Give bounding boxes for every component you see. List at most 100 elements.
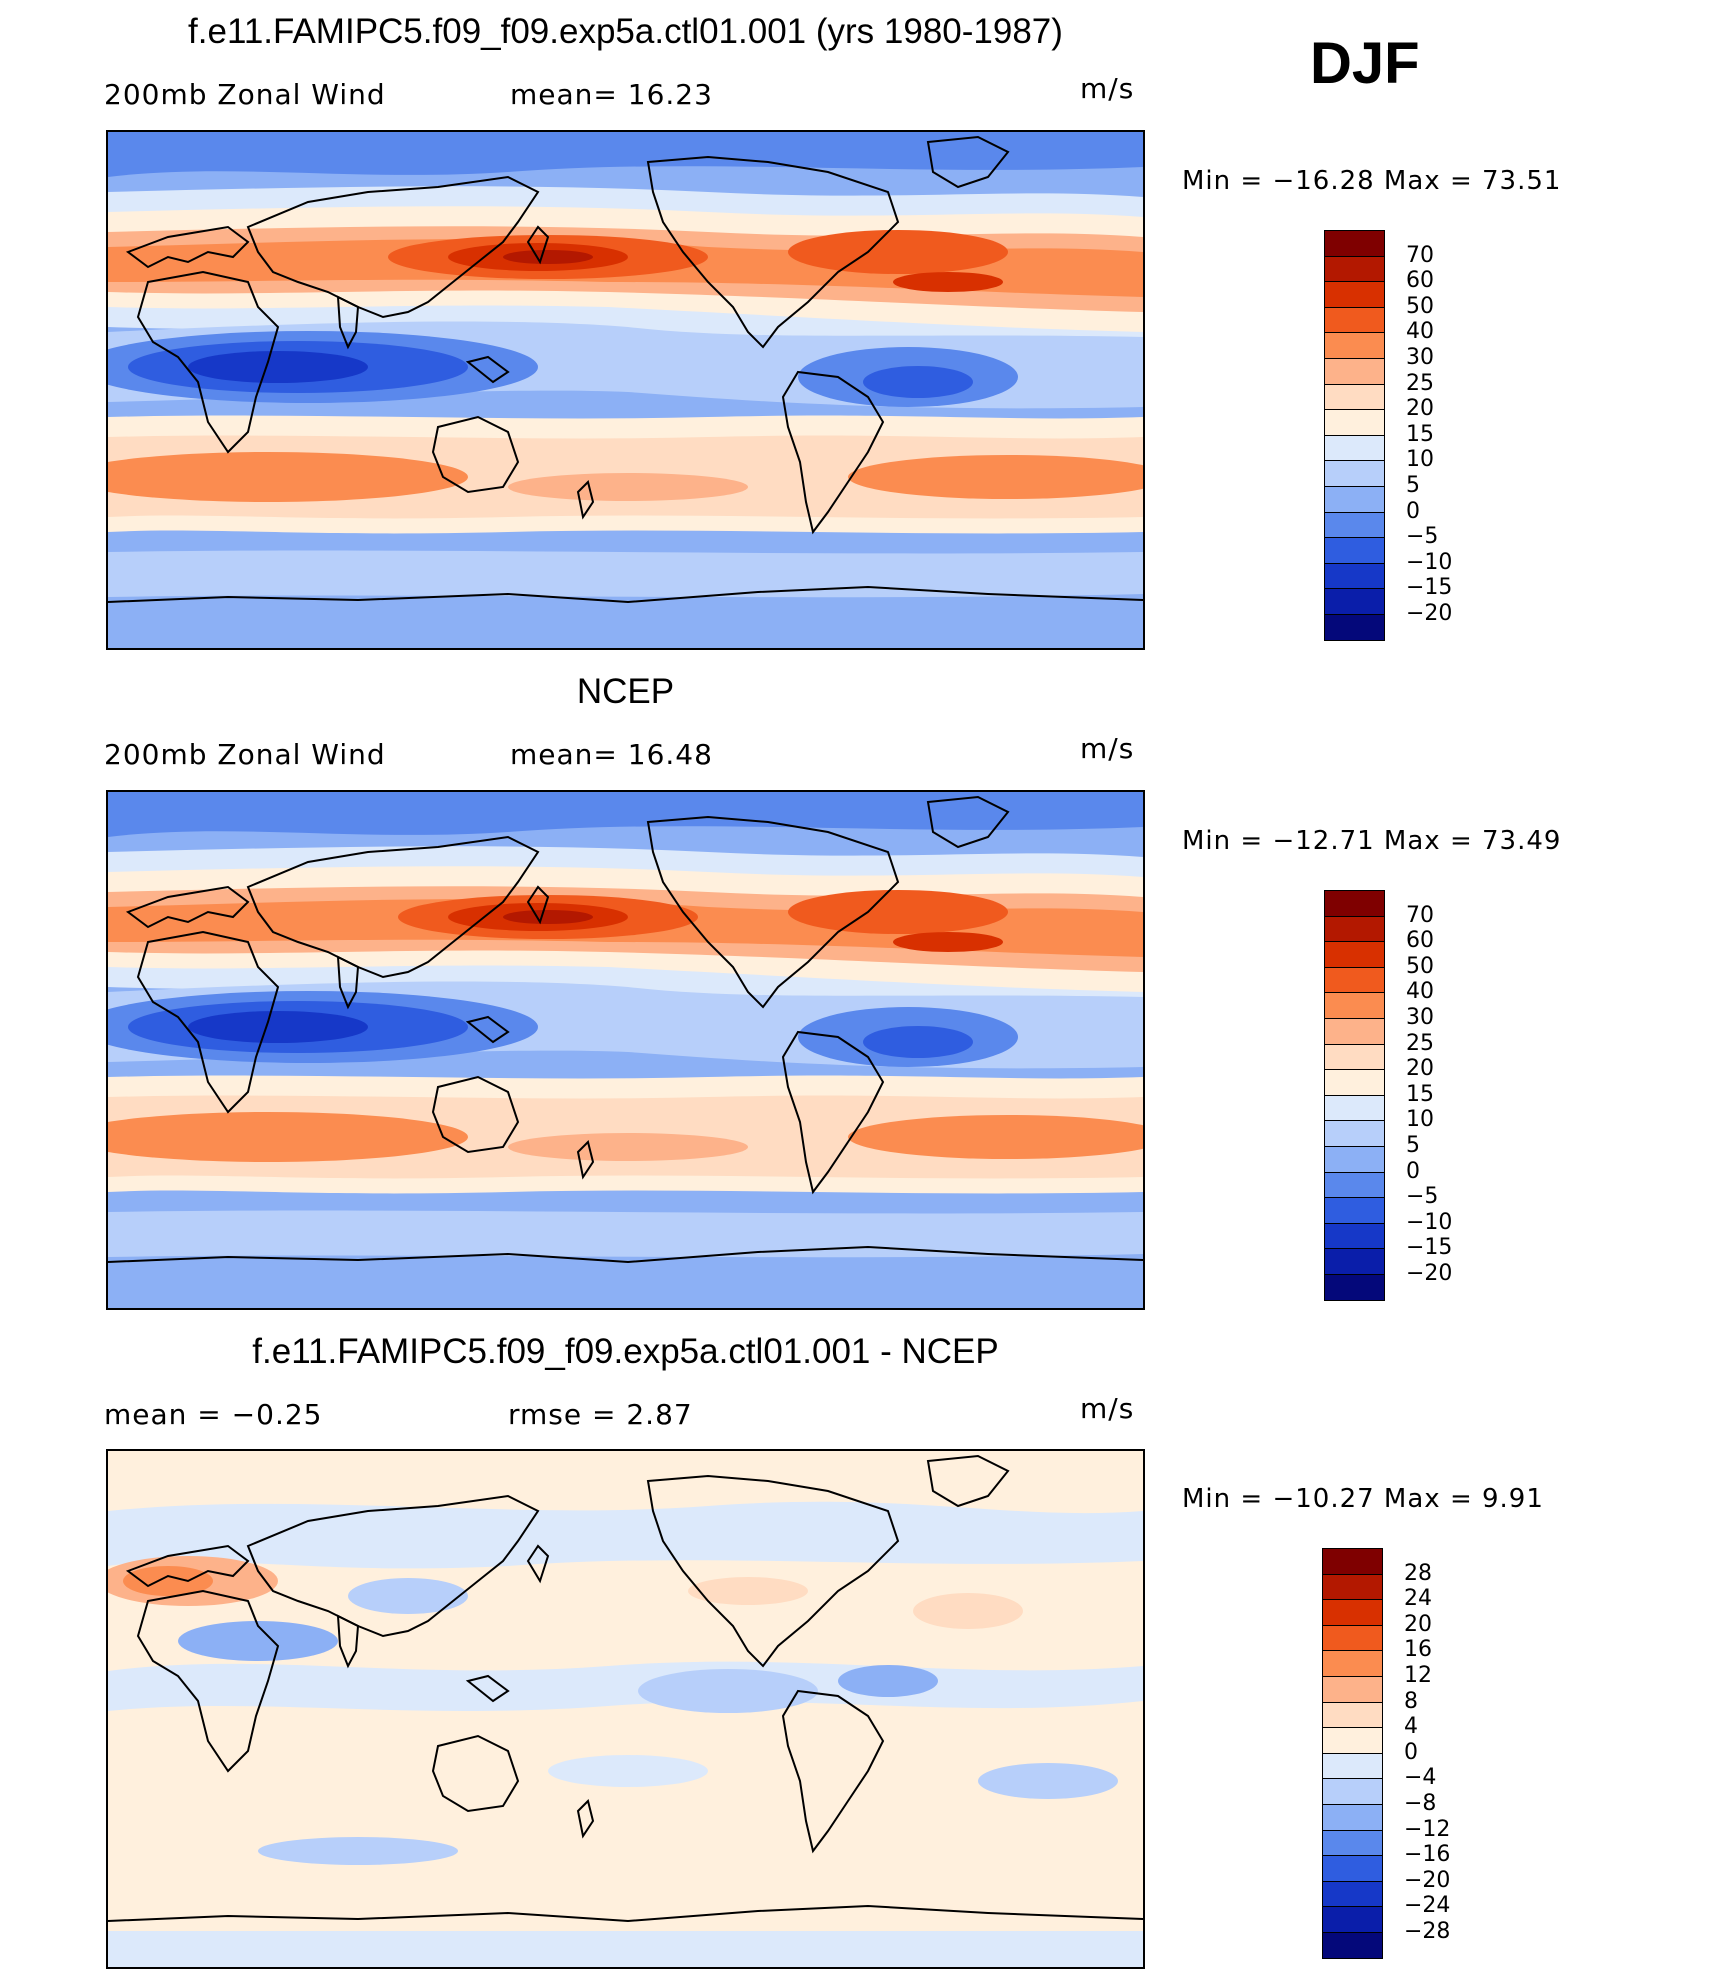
colorbar-swatch	[1324, 1248, 1385, 1275]
season-label: DJF	[1310, 31, 1420, 96]
field-cell	[788, 230, 1008, 274]
panel-3-mean-label: mean = −0.25	[104, 1398, 323, 1431]
panel-2-units: m/s	[1080, 732, 1135, 765]
coastline-segment	[576, 1140, 595, 1180]
panel-2-minmax: Min = −12.71 Max = 73.49	[1182, 826, 1562, 856]
coastline-segment	[336, 1614, 360, 1669]
coastline-segment	[646, 155, 900, 349]
coastline-segment	[465, 1015, 510, 1044]
field-cell	[178, 1621, 338, 1661]
colorbar-tick-label: 0	[1406, 498, 1420, 524]
coastline-segment	[646, 1474, 900, 1668]
colorbar-tick-label: 60	[1406, 928, 1434, 954]
coastline-segment	[336, 295, 360, 350]
colorbar-swatch	[1324, 434, 1385, 462]
field-cell	[123, 1566, 213, 1596]
colorbar-swatch	[1324, 230, 1385, 257]
coastline-segment	[526, 1544, 550, 1584]
coastline-segment	[246, 1494, 540, 1638]
field-cell	[893, 272, 1003, 292]
colorbar-swatch	[1324, 588, 1385, 615]
colorbar-swatch	[1324, 966, 1385, 994]
field-band	[108, 1254, 1143, 1308]
coastline-segment	[108, 585, 1143, 604]
colorbar-swatch	[1324, 332, 1385, 359]
field-cell	[108, 1112, 468, 1162]
colorbar-tick-label: −10	[1406, 1209, 1453, 1235]
coastline-segment	[125, 1544, 250, 1588]
field-cell	[503, 250, 593, 264]
colorbar-swatch	[1324, 941, 1385, 968]
colorbar-tick-label: 0	[1406, 1158, 1420, 1184]
coastline-segment	[926, 1454, 1010, 1508]
coastline-segment	[926, 795, 1010, 849]
colorbar-swatch	[1322, 1778, 1383, 1805]
colorbar-tick-label: 25	[1406, 370, 1434, 396]
colorbar-tick-label: −15	[1406, 1235, 1453, 1261]
coastline-segment	[781, 370, 885, 535]
coastline-segment	[576, 480, 595, 520]
colorbar-swatch	[1324, 614, 1385, 641]
colorbar-swatch	[1324, 1018, 1385, 1045]
field-band	[108, 1501, 1143, 1569]
colorbar-swatch	[1324, 281, 1385, 308]
colorbar-tick-label: 20	[1404, 1611, 1432, 1637]
field-cell	[838, 1665, 938, 1697]
colorbar-tick-label: 12	[1404, 1663, 1432, 1688]
panel-3-map	[106, 1449, 1145, 1969]
colorbar-tick-label: −28	[1404, 1919, 1451, 1944]
coastline-segment	[125, 885, 250, 929]
colorbar-tick-label: −5	[1406, 1184, 1439, 1210]
colorbar-tick-label: −8	[1404, 1791, 1437, 1816]
coastline-segment	[336, 955, 360, 1010]
colorbar-swatch	[1322, 1804, 1383, 1831]
panel-3-rmse-label: rmse = 2.87	[508, 1398, 693, 1431]
panel-1-variable-label: 200mb Zonal Wind	[104, 78, 386, 111]
colorbar-tick-label: 40	[1406, 319, 1434, 345]
colorbar-tick-label: 8	[1404, 1688, 1418, 1714]
field-cell	[788, 890, 1008, 934]
colorbar-swatch	[1322, 1752, 1383, 1780]
colorbar-tick-label: 30	[1406, 345, 1434, 370]
colorbar-swatch	[1322, 1676, 1383, 1703]
colorbar-tick-label: 4	[1404, 1714, 1418, 1740]
colorbar-swatch	[1324, 1197, 1385, 1224]
colorbar-swatch	[1322, 1829, 1383, 1857]
field-cell	[258, 1837, 458, 1865]
colorbar-swatch	[1324, 562, 1385, 590]
coastline-segment	[108, 1904, 1143, 1923]
panel-1-minmax: Min = −16.28 Max = 73.51	[1182, 166, 1562, 196]
field-cell	[688, 1577, 808, 1605]
field-cell	[863, 366, 973, 398]
colorbar-swatch	[1324, 460, 1385, 487]
field-cell	[348, 1578, 468, 1614]
field-cell	[503, 910, 593, 924]
colorbar-swatch	[1322, 1624, 1383, 1652]
field-cell	[108, 452, 468, 502]
field-band	[108, 792, 1143, 837]
coastline-segment	[431, 415, 520, 494]
field-cell	[863, 1026, 973, 1058]
panel-1-title: f.e11.FAMIPC5.f09_f09.exp5a.ctl01.001 (y…	[188, 12, 1063, 51]
colorbar-tick-label: 70	[1406, 902, 1434, 928]
field-band	[108, 594, 1143, 648]
panel-3-title: f.e11.FAMIPC5.f09_f09.exp5a.ctl01.001 - …	[252, 1332, 999, 1371]
coastline-segment	[431, 1734, 520, 1813]
colorbar-swatch	[1322, 1855, 1383, 1882]
colorbar-swatch	[1322, 1932, 1383, 1959]
colorbar-tick-label: 20	[1406, 396, 1434, 422]
colorbar-tick-label: −20	[1406, 601, 1453, 626]
colorbar-swatch	[1324, 511, 1385, 539]
coastline-segment	[646, 815, 900, 1009]
panel-1-map	[106, 130, 1145, 650]
colorbar-swatch	[1324, 409, 1385, 436]
colorbar-tick-label: −4	[1404, 1765, 1437, 1791]
colorbar-swatch	[1322, 1650, 1383, 1677]
colorbar-swatch	[1324, 1274, 1385, 1301]
field-cell	[893, 932, 1003, 952]
field-cell	[188, 351, 368, 383]
field-cell	[508, 1133, 748, 1161]
colorbar-tick-label: 70	[1406, 242, 1434, 268]
colorbar-swatch	[1322, 1906, 1383, 1933]
field-cell	[848, 455, 1143, 499]
